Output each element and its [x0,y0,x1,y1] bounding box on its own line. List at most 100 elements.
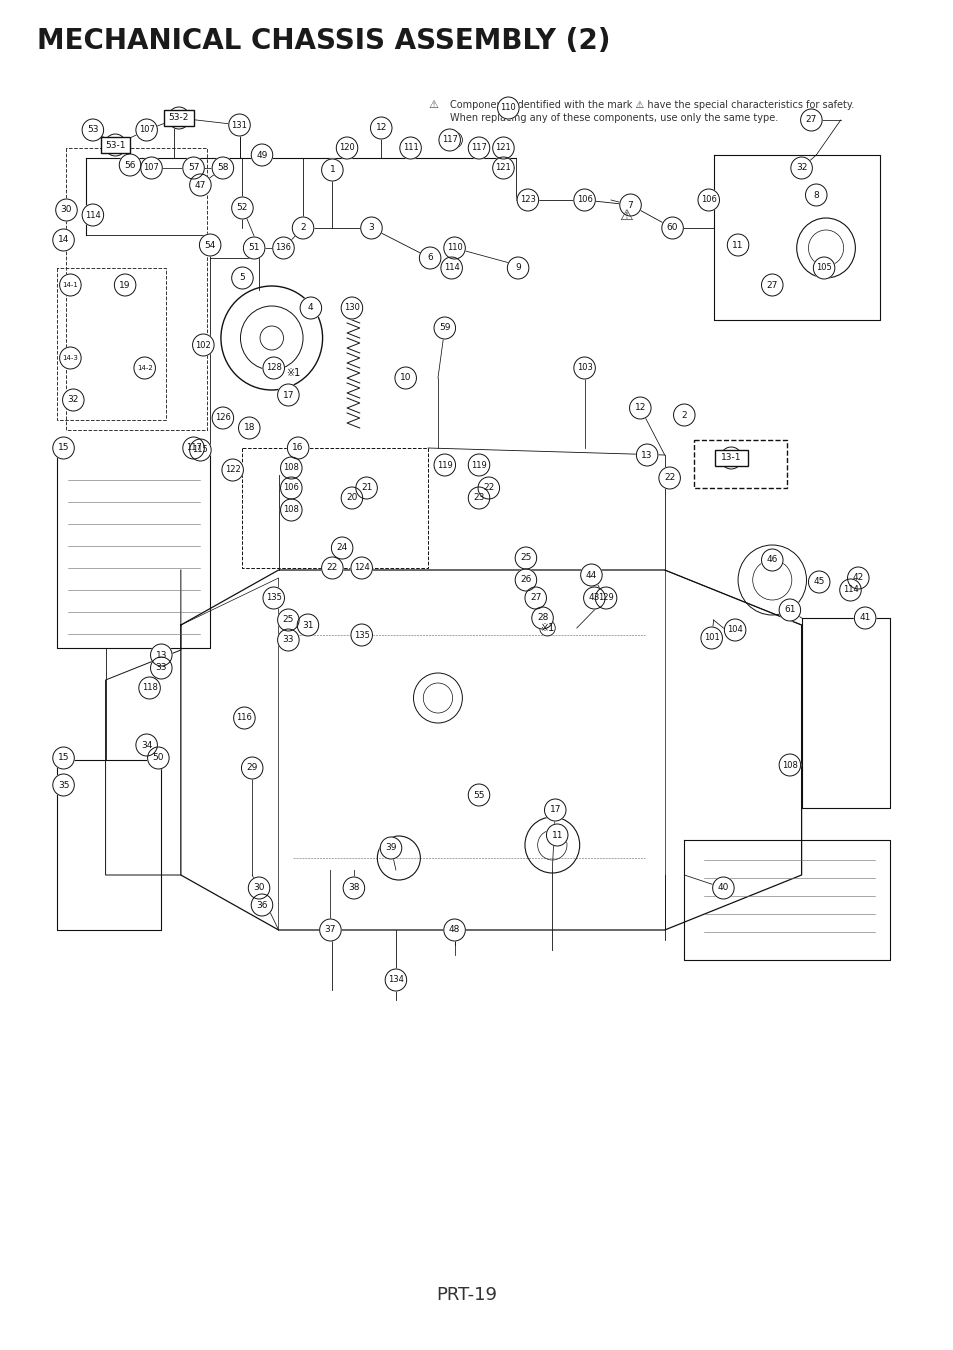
Circle shape [319,919,341,941]
Circle shape [321,558,343,579]
Text: 34: 34 [141,741,152,749]
Text: 107: 107 [144,163,159,173]
Text: 6: 6 [427,254,433,262]
Circle shape [151,644,172,666]
Text: 36: 36 [256,900,268,910]
Circle shape [434,454,456,477]
Text: 39: 39 [385,844,396,852]
Text: 25: 25 [519,554,531,563]
Text: MECHANICAL CHASSIS ASSEMBLY (2): MECHANICAL CHASSIS ASSEMBLY (2) [37,27,610,55]
Circle shape [726,234,748,256]
Circle shape [595,587,617,609]
Circle shape [232,267,253,289]
Circle shape [720,447,741,468]
Text: ⚠: ⚠ [618,208,632,223]
Circle shape [712,878,734,899]
Text: 108: 108 [283,463,299,472]
Circle shape [343,878,364,899]
Text: 14: 14 [58,235,70,244]
Circle shape [321,159,343,181]
Circle shape [698,189,719,211]
Circle shape [105,134,126,157]
Text: 54: 54 [204,240,215,250]
Text: 117: 117 [186,444,201,452]
Circle shape [583,587,604,609]
Circle shape [114,274,135,296]
Circle shape [629,397,650,418]
Text: 53: 53 [87,126,98,135]
Text: 58: 58 [217,163,229,173]
Text: 27: 27 [805,116,816,124]
Text: 5: 5 [239,274,245,282]
Text: 45: 45 [813,578,824,586]
FancyBboxPatch shape [164,109,193,126]
Text: 25: 25 [282,616,294,625]
Text: 42: 42 [852,574,863,582]
Circle shape [280,477,302,500]
Text: 116: 116 [236,714,252,722]
Text: 136: 136 [275,243,292,252]
Text: 111: 111 [402,143,418,153]
Text: 10: 10 [399,374,411,382]
Text: 46: 46 [766,555,777,564]
Text: 2: 2 [680,410,686,420]
Circle shape [135,119,157,140]
Text: 117: 117 [441,135,457,144]
Text: 56: 56 [124,161,135,170]
Circle shape [813,256,834,279]
Circle shape [574,356,595,379]
Text: 50: 50 [152,753,164,763]
Text: Components identified with the mark ⚠ have the special characteristics for safet: Components identified with the mark ⚠ ha… [449,100,853,123]
Text: 32: 32 [795,163,806,173]
Text: 22: 22 [327,563,337,572]
Text: 106: 106 [283,483,299,493]
Circle shape [277,609,299,630]
Circle shape [151,657,172,679]
Text: 13: 13 [155,651,167,660]
Text: 14-1: 14-1 [62,282,78,288]
Text: 131: 131 [232,120,247,130]
Circle shape [277,629,299,651]
Circle shape [544,799,565,821]
Circle shape [468,784,489,806]
Text: 4: 4 [308,304,314,312]
Text: 47: 47 [194,181,206,189]
Text: 40: 40 [717,883,728,892]
Text: 31: 31 [302,621,314,629]
Text: 19: 19 [119,281,131,289]
Text: 8: 8 [813,190,819,200]
Text: 26: 26 [519,575,531,585]
Circle shape [60,274,81,296]
Text: 129: 129 [598,594,614,602]
Text: 114: 114 [443,263,459,273]
Text: 14-3: 14-3 [62,355,78,360]
Circle shape [468,454,489,477]
Text: 15: 15 [58,753,70,763]
Text: 7: 7 [627,201,633,209]
Circle shape [477,477,499,500]
Circle shape [341,487,362,509]
Text: 103: 103 [576,363,592,373]
Text: 51: 51 [248,243,259,252]
Circle shape [380,837,401,859]
Text: 60: 60 [666,224,678,232]
Text: PRT-19: PRT-19 [436,1287,497,1304]
Text: 101: 101 [703,633,719,643]
Circle shape [779,599,800,621]
Circle shape [507,256,528,279]
Text: 106: 106 [576,196,592,204]
Text: 43: 43 [588,594,599,602]
Circle shape [443,238,465,259]
Text: 24: 24 [336,544,348,552]
Text: 29: 29 [246,764,257,772]
Text: 117: 117 [471,143,486,153]
Text: 134: 134 [388,976,403,984]
Circle shape [492,157,514,180]
Circle shape [351,558,372,579]
Text: 16: 16 [293,444,304,452]
Circle shape [659,467,679,489]
Text: 123: 123 [519,196,536,204]
Circle shape [183,157,204,180]
Circle shape [399,136,421,159]
Text: 52: 52 [236,204,248,212]
